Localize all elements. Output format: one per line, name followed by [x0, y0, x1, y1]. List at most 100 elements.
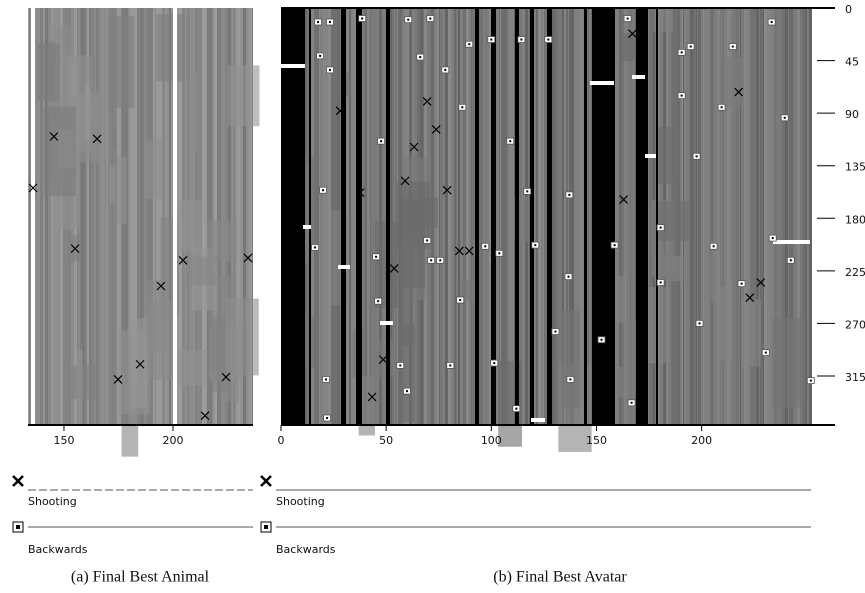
texture-stripe [363, 8, 365, 425]
texture-stripe [483, 8, 485, 425]
texture-stripe [808, 8, 809, 425]
texture-patch [224, 375, 239, 402]
texture-stripe [212, 8, 214, 425]
legend-cross [260, 475, 272, 487]
shooting-marker [628, 29, 637, 39]
texture-stripe [650, 8, 651, 425]
x-tick-label: 200 [162, 434, 183, 447]
texture-stripe [555, 8, 558, 425]
texture-stripe [767, 8, 770, 425]
texture-stripe [96, 8, 98, 425]
backwards-dot [449, 364, 452, 367]
backwards-dot [783, 116, 786, 119]
backwards-dot [461, 106, 464, 109]
white-bar [773, 240, 810, 244]
texture-patch [192, 72, 199, 151]
texture-patch [358, 375, 375, 436]
texture-stripe [114, 8, 116, 425]
texture-stripe [249, 8, 252, 425]
texture-patch [772, 317, 806, 408]
shooting-marker [28, 183, 38, 193]
texture-stripe [126, 8, 128, 425]
shooting-marker [221, 372, 231, 382]
shooting-marker [734, 87, 744, 97]
white-bar [303, 225, 311, 229]
texture-stripe [466, 8, 469, 425]
texture-patch [726, 57, 745, 107]
texture-stripe [365, 8, 367, 425]
texture-stripe [735, 8, 736, 425]
texture-stripe [732, 8, 734, 425]
texture-patch [655, 201, 690, 242]
texture-stripe [317, 8, 319, 425]
texture-stripe [707, 8, 710, 425]
texture-stripe [630, 8, 631, 425]
texture-stripe [631, 8, 634, 425]
black-band [592, 8, 615, 425]
black-band [636, 8, 648, 425]
texture-stripe [240, 8, 243, 425]
texture-stripe [587, 8, 588, 425]
shooting-marker [400, 176, 410, 186]
backwards-dot [515, 407, 518, 410]
texture-stripe [40, 8, 43, 425]
texture-stripe [541, 8, 543, 425]
backwards-dot [600, 338, 603, 341]
shooting-marker [745, 293, 755, 303]
texture-stripe [379, 8, 381, 425]
white-band [31, 8, 35, 425]
texture-patch [145, 139, 162, 199]
backwards-dot [554, 330, 557, 333]
texture-stripe [45, 8, 48, 425]
texture-stripe [155, 8, 156, 425]
texture-stripe [561, 8, 562, 425]
texture-patch [37, 43, 60, 101]
backwards-dot [630, 401, 633, 404]
texture-patch [225, 298, 259, 376]
texture-stripe [443, 8, 445, 425]
texture-stripe [569, 8, 571, 425]
texture-stripe [778, 8, 780, 425]
texture-stripe [558, 8, 561, 425]
texture-stripe [764, 8, 767, 425]
texture-stripe [225, 8, 228, 425]
texture-patch [109, 164, 116, 204]
legend-square-dot [16, 525, 20, 529]
texture-stripe [469, 8, 471, 425]
black-band [515, 8, 519, 425]
backwards-dot [498, 252, 501, 255]
texture-stripe [583, 8, 584, 425]
texture-stripe [747, 8, 750, 425]
texture-stripe [43, 8, 45, 425]
texture-stripe [756, 8, 758, 425]
x-tick-label: 150 [53, 434, 74, 447]
texture-stripe [85, 8, 87, 425]
texture-stripe [809, 8, 812, 425]
y-tick-label: 180 [845, 213, 865, 226]
texture-stripe [207, 8, 210, 425]
texture-stripe [533, 8, 536, 425]
caption: (b) Final Best Avatar [493, 569, 627, 586]
texture-stripe [367, 8, 370, 425]
black-band [584, 8, 587, 425]
texture-patch [109, 16, 135, 108]
texture-stripe [219, 8, 221, 425]
backwards-dot [322, 189, 325, 192]
texture-stripe [720, 8, 723, 425]
texture-stripe [252, 8, 253, 425]
shooting-marker [464, 246, 474, 256]
texture-stripe [797, 8, 799, 425]
backwards-dot [375, 255, 378, 258]
texture-stripe [794, 8, 797, 425]
texture-stripe [381, 8, 382, 425]
texture-stripe [472, 8, 474, 425]
x-tick-label: 0 [278, 434, 285, 447]
legend-label: Shooting [276, 495, 325, 508]
texture-patch [190, 256, 219, 286]
black-band [341, 8, 346, 425]
texture-stripe [351, 8, 353, 425]
backwards-dot [325, 378, 328, 381]
shooting-marker [442, 185, 452, 195]
shooting-marker [49, 132, 59, 141]
backwards-dot [613, 244, 616, 247]
